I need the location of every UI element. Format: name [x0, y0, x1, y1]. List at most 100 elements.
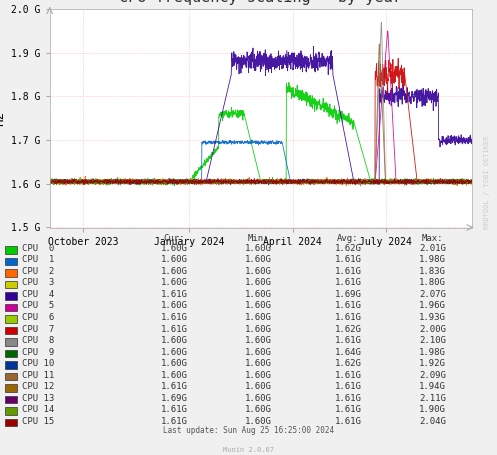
Text: 1.61G: 1.61G — [334, 405, 361, 414]
FancyBboxPatch shape — [5, 396, 17, 403]
Text: 1.64G: 1.64G — [334, 348, 361, 357]
Text: CPU  8: CPU 8 — [22, 336, 55, 345]
FancyBboxPatch shape — [5, 293, 17, 300]
Text: 1.60G: 1.60G — [245, 348, 272, 357]
Text: 1.61G: 1.61G — [334, 370, 361, 379]
Text: CPU 13: CPU 13 — [22, 394, 55, 403]
Text: CPU  3: CPU 3 — [22, 278, 55, 288]
Text: 1.60G: 1.60G — [245, 405, 272, 414]
FancyBboxPatch shape — [5, 373, 17, 380]
Text: 1.98G: 1.98G — [419, 255, 446, 264]
Text: CPU 15: CPU 15 — [22, 417, 55, 425]
Text: 1.62G: 1.62G — [334, 359, 361, 368]
Text: 2.10G: 2.10G — [419, 336, 446, 345]
Text: 1.61G: 1.61G — [334, 313, 361, 322]
Text: 1.60G: 1.60G — [245, 417, 272, 425]
Text: 2.07G: 2.07G — [419, 290, 446, 299]
Text: Last update: Sun Aug 25 16:25:00 2024: Last update: Sun Aug 25 16:25:00 2024 — [163, 426, 334, 435]
Text: Cur:: Cur: — [163, 234, 185, 243]
Text: 1.62G: 1.62G — [334, 324, 361, 334]
Text: 1.60G: 1.60G — [245, 313, 272, 322]
Text: 1.69G: 1.69G — [334, 290, 361, 299]
Text: CPU  0: CPU 0 — [22, 244, 55, 253]
Text: 1.61G: 1.61G — [334, 394, 361, 403]
Text: 2.01G: 2.01G — [419, 244, 446, 253]
Text: 1.60G: 1.60G — [161, 348, 187, 357]
Text: 1.96G: 1.96G — [419, 302, 446, 310]
Text: 2.11G: 2.11G — [419, 394, 446, 403]
FancyBboxPatch shape — [5, 269, 17, 277]
FancyBboxPatch shape — [5, 304, 17, 311]
Text: 1.61G: 1.61G — [161, 324, 187, 334]
Text: 1.60G: 1.60G — [161, 370, 187, 379]
FancyBboxPatch shape — [5, 258, 17, 265]
Text: 1.60G: 1.60G — [161, 255, 187, 264]
Text: 1.69G: 1.69G — [161, 394, 187, 403]
Text: CPU  7: CPU 7 — [22, 324, 55, 334]
Text: 1.60G: 1.60G — [161, 278, 187, 288]
Text: 1.60G: 1.60G — [245, 255, 272, 264]
Text: Avg:: Avg: — [337, 234, 359, 243]
Text: 1.61G: 1.61G — [334, 417, 361, 425]
Text: 1.90G: 1.90G — [419, 405, 446, 414]
Text: 1.61G: 1.61G — [161, 405, 187, 414]
FancyBboxPatch shape — [5, 327, 17, 334]
Text: 1.60G: 1.60G — [245, 290, 272, 299]
Text: 1.61G: 1.61G — [334, 278, 361, 288]
Title: CPU frequency scaling - by year: CPU frequency scaling - by year — [119, 0, 403, 5]
Text: 1.61G: 1.61G — [334, 336, 361, 345]
FancyBboxPatch shape — [5, 361, 17, 369]
FancyBboxPatch shape — [5, 408, 17, 415]
FancyBboxPatch shape — [5, 315, 17, 323]
Text: Munin 2.0.67: Munin 2.0.67 — [223, 447, 274, 453]
Text: CPU  2: CPU 2 — [22, 267, 55, 276]
Text: 1.98G: 1.98G — [419, 348, 446, 357]
Text: 1.60G: 1.60G — [161, 244, 187, 253]
Text: 1.92G: 1.92G — [419, 359, 446, 368]
Text: 1.61G: 1.61G — [334, 382, 361, 391]
Text: 1.60G: 1.60G — [245, 324, 272, 334]
Text: CPU  9: CPU 9 — [22, 348, 55, 357]
Text: 2.00G: 2.00G — [419, 324, 446, 334]
Text: 1.60G: 1.60G — [245, 394, 272, 403]
Text: 1.60G: 1.60G — [245, 370, 272, 379]
FancyBboxPatch shape — [5, 419, 17, 426]
Text: 1.62G: 1.62G — [334, 244, 361, 253]
FancyBboxPatch shape — [5, 246, 17, 254]
Text: 1.60G: 1.60G — [161, 267, 187, 276]
Text: CPU 10: CPU 10 — [22, 359, 55, 368]
Text: 1.60G: 1.60G — [245, 302, 272, 310]
Text: CPU  1: CPU 1 — [22, 255, 55, 264]
Text: CPU  6: CPU 6 — [22, 313, 55, 322]
FancyBboxPatch shape — [5, 384, 17, 392]
Text: RRDTOOL / TOBI OETIKER: RRDTOOL / TOBI OETIKER — [484, 135, 490, 229]
Text: 1.60G: 1.60G — [245, 359, 272, 368]
Text: 1.61G: 1.61G — [161, 382, 187, 391]
Text: 1.61G: 1.61G — [334, 302, 361, 310]
Text: 1.61G: 1.61G — [161, 417, 187, 425]
Text: 1.61G: 1.61G — [161, 290, 187, 299]
Text: 1.93G: 1.93G — [419, 313, 446, 322]
Text: 2.04G: 2.04G — [419, 417, 446, 425]
Text: 1.60G: 1.60G — [161, 336, 187, 345]
FancyBboxPatch shape — [5, 281, 17, 288]
Text: 1.60G: 1.60G — [245, 267, 272, 276]
Text: 1.61G: 1.61G — [334, 267, 361, 276]
Text: CPU 14: CPU 14 — [22, 405, 55, 414]
Text: 1.60G: 1.60G — [245, 336, 272, 345]
Text: Max:: Max: — [421, 234, 443, 243]
Text: 1.94G: 1.94G — [419, 382, 446, 391]
Y-axis label: Hz: Hz — [0, 111, 6, 126]
Text: CPU  4: CPU 4 — [22, 290, 55, 299]
Text: 1.61G: 1.61G — [161, 313, 187, 322]
Text: CPU  5: CPU 5 — [22, 302, 55, 310]
Text: 1.60G: 1.60G — [161, 302, 187, 310]
Text: CPU 12: CPU 12 — [22, 382, 55, 391]
FancyBboxPatch shape — [5, 339, 17, 346]
FancyBboxPatch shape — [5, 350, 17, 357]
Text: 1.80G: 1.80G — [419, 278, 446, 288]
Text: 1.60G: 1.60G — [245, 278, 272, 288]
Text: 1.60G: 1.60G — [245, 244, 272, 253]
Text: Min:: Min: — [248, 234, 269, 243]
Text: 2.09G: 2.09G — [419, 370, 446, 379]
